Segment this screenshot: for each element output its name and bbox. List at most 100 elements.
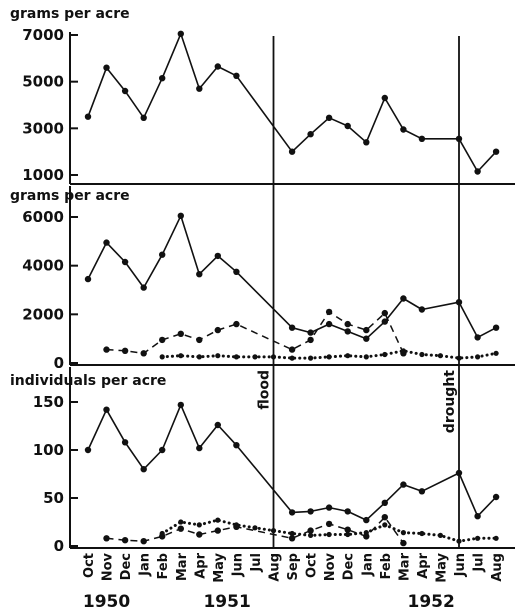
data-point <box>344 320 351 328</box>
month-label: Jun <box>230 553 245 577</box>
month-label: Jan <box>138 553 153 577</box>
data-point <box>121 258 129 266</box>
data-point <box>307 131 314 138</box>
data-point <box>492 148 500 155</box>
data-point <box>363 326 370 334</box>
y-tick-label: 7000 <box>22 26 64 44</box>
data-point <box>345 531 351 538</box>
series-dashed <box>103 308 407 357</box>
data-point <box>121 87 129 95</box>
data-point <box>344 328 351 335</box>
y-axis-label: grams per acre <box>10 6 130 22</box>
data-point <box>103 346 110 353</box>
data-point <box>363 335 370 342</box>
annotation-flood: flood <box>257 370 273 410</box>
y-tick-label: 0 <box>54 354 64 372</box>
data-point <box>381 309 388 317</box>
data-point <box>84 275 92 283</box>
data-point <box>159 354 165 360</box>
data-point <box>474 334 481 341</box>
data-point <box>382 522 388 528</box>
y-tick-label: 2000 <box>22 305 64 323</box>
month-label: Jun <box>453 553 468 577</box>
data-point <box>103 406 110 413</box>
data-point <box>325 520 333 528</box>
data-point <box>493 535 499 541</box>
data-point <box>196 522 202 528</box>
month-label: May <box>212 552 227 582</box>
data-point <box>196 354 202 360</box>
data-point <box>437 532 443 539</box>
data-point <box>307 336 314 344</box>
data-point <box>307 508 314 515</box>
data-point <box>381 318 388 325</box>
data-point <box>419 530 425 537</box>
year-label: 1951 <box>203 592 250 612</box>
event-lines <box>272 36 460 548</box>
month-label: Dec <box>119 553 134 580</box>
data-point <box>140 114 147 122</box>
series-line <box>87 404 497 521</box>
y-tick-label: 100 <box>33 441 64 459</box>
data-point <box>121 439 129 446</box>
data-point <box>325 114 333 122</box>
year-labels: 1950 1951 1952 <box>83 592 455 612</box>
data-point <box>233 354 239 360</box>
series-solid <box>84 212 500 342</box>
data-point <box>196 531 203 538</box>
data-point <box>419 351 425 358</box>
month-labels: Oct Nov Dec Jan Feb Mar Apr May Jun Jul Aug Sep Oct N… <box>82 552 505 582</box>
month-label: Aug <box>268 553 283 582</box>
data-point <box>177 30 184 37</box>
data-point <box>121 347 129 354</box>
data-point <box>288 509 296 516</box>
series-line <box>87 33 497 173</box>
y-axis-label: individuals per acre <box>10 373 166 389</box>
data-point <box>84 113 92 120</box>
data-point <box>288 148 296 155</box>
y-tick-label: 4000 <box>22 257 64 275</box>
data-point <box>492 493 500 501</box>
data-point <box>196 336 203 344</box>
data-point <box>159 75 166 82</box>
month-label: Aug <box>490 553 505 582</box>
data-point <box>196 271 203 278</box>
data-point <box>289 530 295 537</box>
data-point <box>344 526 351 533</box>
month-label: Mar <box>175 552 190 581</box>
month-label: Jul <box>249 553 264 573</box>
month-label: Feb <box>156 553 171 579</box>
month-label: Sep <box>286 553 301 581</box>
data-point <box>178 353 184 359</box>
data-point <box>288 346 296 353</box>
y-tick-label: 6000 <box>22 208 64 226</box>
data-point <box>325 308 333 316</box>
data-point <box>140 284 147 291</box>
data-point <box>381 94 388 102</box>
data-point <box>325 504 333 511</box>
month-label: Nov <box>323 552 338 581</box>
series-solid <box>84 401 500 524</box>
data-point <box>475 535 481 541</box>
data-point <box>178 519 184 525</box>
year-label: 1952 <box>408 592 455 612</box>
year-label: 1950 <box>83 592 130 612</box>
data-point <box>84 446 92 454</box>
data-point <box>140 538 147 545</box>
data-point <box>400 481 407 488</box>
data-point <box>177 330 184 337</box>
data-point <box>400 295 407 302</box>
data-point <box>214 527 221 534</box>
data-point <box>381 499 388 506</box>
data-point <box>289 355 295 361</box>
data-point <box>103 239 110 246</box>
data-point <box>159 446 166 454</box>
data-point <box>400 539 407 547</box>
data-point <box>325 320 333 328</box>
month-label: Jan <box>360 553 375 577</box>
data-point <box>233 522 239 528</box>
data-point <box>381 514 388 521</box>
panel-1: grams per acre 1000 3000 5000 7000 <box>10 6 515 185</box>
data-point <box>474 513 481 520</box>
